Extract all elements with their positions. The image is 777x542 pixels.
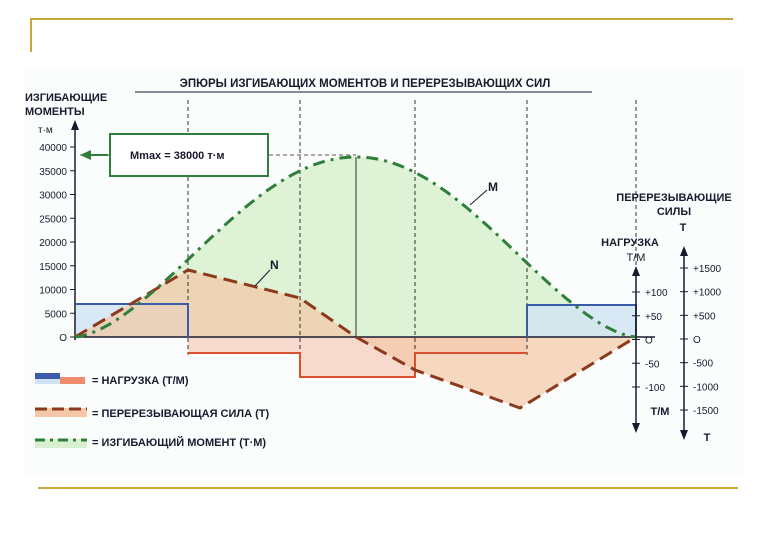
load-line-negative: [188, 352, 527, 378]
shear-axis-arrow-down: [680, 430, 688, 440]
legend-moment: = ИЗГИБАЮЩИЙ МОМЕНТ (Т·М): [35, 436, 266, 449]
load-line-left: [75, 303, 189, 337]
load-axis-tick-label: O: [645, 336, 653, 347]
load-axis-ticks: +100 +50 O -50 -100: [632, 288, 668, 394]
shear-axis-title-line2: СИЛЫ: [657, 206, 692, 218]
left-axis-tick-label: 20000: [39, 238, 67, 249]
legend-shear-text: = ПЕРЕРЕЗЫВАЮЩАЯ СИЛА (Т): [92, 408, 269, 420]
left-axis-tick-label: 10000: [39, 286, 67, 297]
moment-curve: [74, 155, 637, 339]
load-axis-arrow-up: [632, 266, 640, 276]
load-axis-tick-label: -50: [645, 359, 660, 370]
shear-axis-bottom-unit: Т: [704, 432, 711, 444]
load-axis-arrow-down: [632, 423, 640, 433]
left-axis-tick-label: 5000: [45, 309, 68, 320]
shear-axis-arrow-up: [680, 246, 688, 256]
load-axis-tick-label: +100: [645, 288, 668, 299]
shear-line: [74, 268, 637, 410]
load-axis-title-line1: НАГРУЗКА: [601, 237, 659, 249]
shear-axis-tick-label: -1000: [693, 382, 719, 393]
mmax-label: Mmax = 38000 т·м: [130, 150, 225, 162]
left-axis-arrow: [71, 120, 79, 130]
legend-shear: = ПЕРЕРЕЗЫВАЮЩАЯ СИЛА (Т): [35, 407, 269, 420]
shear-axis-tick-label: -500: [693, 359, 713, 370]
load-axis-tick-label: -100: [645, 383, 665, 394]
diagram-title: ЭПЮРЫ ИЗГИБАЮЩИХ МОМЕНТОВ И ПЕРЕРЕЗЫВАЮЩ…: [180, 78, 551, 90]
mmax-arrow: [80, 150, 91, 160]
shear-axis-tick-label: +1500: [693, 264, 722, 275]
shear-axis-tick-label: +1000: [693, 288, 722, 299]
mmax-box: [109, 133, 269, 177]
left-axis-unit: т·м: [38, 125, 53, 136]
load-fill-positive-right: [527, 305, 636, 337]
legend: = НАГРУЗКА (Т/М) = ПЕРЕРЕЗЫВАЮЩАЯ СИЛА (…: [35, 373, 269, 449]
left-axis-ticks: 40000 35000 30000 25000 20000 15000 10000 5000 O: [39, 143, 75, 344]
load-axis-bottom-unit: Т/М: [651, 406, 670, 418]
left-axis-tick-label: 35000: [39, 167, 67, 178]
shear-axis-ticks: +1500 +1000 +500 O -500 -1000 -1500: [680, 264, 722, 417]
left-axis-tick-label: 40000: [39, 143, 67, 154]
left-axis-title-line1: ИЗГИБАЮЩИЕ: [25, 92, 107, 104]
shear-axis-unit: Т: [680, 222, 687, 234]
shear-label-leader: [254, 269, 271, 287]
left-axis-tick-label: 25000: [39, 214, 67, 225]
left-axis-tick-label: O: [59, 333, 67, 344]
left-axis-title-line2: МОМЕНТЫ: [25, 106, 85, 118]
frame-line-bottom: [38, 487, 738, 489]
legend-moment-text: = ИЗГИБАЮЩИЙ МОМЕНТ (Т·М): [92, 436, 266, 449]
legend-load: = НАГРУЗКА (Т/М): [35, 373, 189, 387]
left-axis-tick-label: 15000: [39, 262, 67, 273]
left-axis-tick-label: 30000: [39, 191, 67, 202]
shear-axis-tick-label: +500: [693, 311, 716, 322]
moment-curve-label: M: [488, 180, 498, 194]
load-axis-title-line2: Т/М: [627, 252, 646, 264]
moment-label-leader: [469, 189, 488, 206]
shear-curve-label: N: [270, 258, 279, 272]
shear-axis-tick-label: O: [693, 335, 701, 346]
legend-load-text: = НАГРУЗКА (Т/М): [92, 375, 189, 387]
shear-fill: [75, 270, 636, 408]
shear-axis-title-line1: ПЕРЕРЕЗЫВАЮЩИЕ: [616, 192, 731, 204]
load-axis-tick-label: +50: [645, 312, 662, 323]
shear-axis-tick-label: -1500: [693, 406, 719, 417]
frame-line-top: [30, 18, 733, 20]
frame-line-left: [30, 18, 32, 52]
